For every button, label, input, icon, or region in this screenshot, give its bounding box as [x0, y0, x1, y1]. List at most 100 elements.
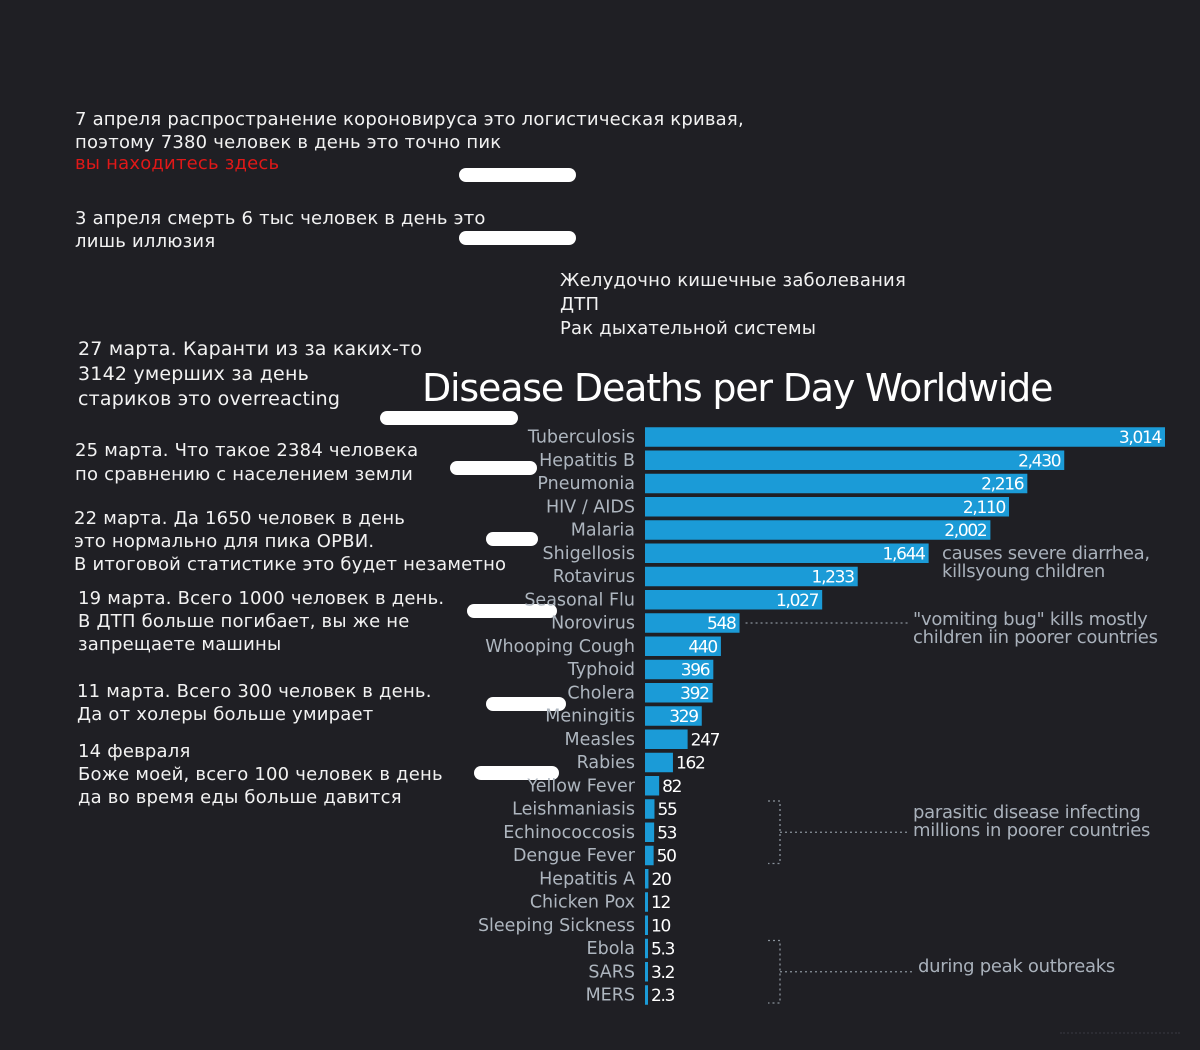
value-label-leishmaniasis: 55	[657, 800, 677, 820]
category-label-seasonal-flu: Seasonal Flu	[524, 590, 635, 610]
value-label-shigellosis: 1,644	[882, 544, 925, 564]
note-march-25: 25 марта. Что такое 2384 человека по сра…	[75, 440, 419, 485]
annotation-text-3: parasitic disease infecting millions in …	[913, 802, 1151, 841]
value-label-norovirus: 548	[707, 614, 736, 634]
value-label-tuberculosis: 3,014	[1119, 428, 1162, 448]
bar-meningitis	[645, 706, 702, 726]
bar-chicken-pox	[645, 892, 648, 912]
category-label-echinococcosis: Echinococcosis	[503, 823, 635, 843]
bar-cholera	[645, 683, 713, 703]
bar-mers	[645, 985, 648, 1005]
note-april-3: 3 апреля смерть 6 тыс человек в день это…	[75, 208, 486, 252]
value-label-yellow-fever: 82	[662, 777, 682, 797]
bar-typhoid	[645, 659, 714, 680]
category-label-hiv-aids: HIV / AIDS	[546, 497, 635, 517]
value-label-pneumonia: 2,216	[981, 475, 1024, 495]
note-march-27: 27 марта. Каранти из за каких-то 3142 ум…	[78, 338, 423, 410]
value-label-rotavirus: 1,233	[812, 568, 855, 588]
note-feb-14: 14 февраля Боже моей, всего 100 человек …	[78, 741, 443, 808]
category-label-tuberculosis: Tuberculosis	[527, 428, 635, 448]
value-label-sars: 3.2	[651, 963, 675, 983]
pointer-dash-6	[467, 604, 557, 618]
note-april-7-line2: поэтому 7380 человек в день это точно пи…	[75, 132, 502, 153]
value-label-mers: 2.3	[651, 986, 675, 1006]
value-label-typhoid: 396	[681, 661, 710, 681]
bar-rotavirus	[645, 566, 858, 587]
category-label-meningitis: Meningitis	[545, 707, 635, 727]
bar-hepatitis-b	[645, 450, 1065, 470]
annotation-bracket-4	[768, 939, 913, 1004]
bar-seasonal-flu	[645, 590, 823, 610]
category-label-norovirus: Norovirus	[551, 614, 635, 634]
value-label-chicken-pox: 12	[651, 893, 671, 913]
bar-echinococcosis	[645, 822, 655, 842]
category-label-chicken-pox: Chicken Pox	[530, 893, 635, 913]
category-label-typhoid: Typhoid	[567, 660, 635, 680]
bar-measles	[645, 729, 688, 749]
bar-sars	[645, 962, 648, 982]
bar-hiv-aids	[645, 497, 1010, 517]
value-label-rabies: 162	[676, 754, 705, 774]
category-label-hepatitis-a: Hepatitis A	[539, 869, 635, 889]
category-label-leishmaniasis: Leishmaniasis	[512, 800, 635, 820]
note-other-causes: Желудочно кишечные заболевания ДТП Рак д…	[560, 270, 906, 339]
value-label-hepatitis-b: 2,430	[1018, 451, 1061, 471]
category-label-shigellosis: Shigellosis	[543, 544, 635, 564]
bar-malaria	[645, 520, 991, 540]
bar-sleeping-sickness	[645, 915, 648, 935]
category-label-cholera: Cholera	[567, 683, 635, 703]
annotation-text-2: "vomiting bug" kills mostly children iin…	[913, 609, 1158, 648]
value-label-seasonal-flu: 1,027	[776, 591, 819, 611]
watermark-line	[1060, 1032, 1180, 1040]
category-label-sleeping-sickness: Sleeping Sickness	[478, 916, 635, 936]
bar-rabies	[645, 752, 673, 773]
note-march-11: 11 марта. Всего 300 человек в день. Да о…	[77, 681, 432, 725]
bar-whooping-cough	[645, 636, 721, 656]
pointer-dash-4	[450, 461, 537, 475]
value-label-malaria: 2,002	[944, 521, 987, 541]
category-label-sars: SARS	[588, 962, 635, 982]
category-label-ebola: Ebola	[587, 939, 635, 959]
note-march-22: 22 марта. Да 1650 человек в день это нор…	[74, 508, 507, 575]
note-march-19: 19 марта. Всего 1000 человек в день. В Д…	[78, 588, 445, 655]
pointer-dash-2	[459, 231, 576, 245]
pointer-dash-3	[380, 411, 518, 425]
bar-dengue-fever	[645, 845, 654, 866]
pointer-dash-5	[486, 532, 538, 546]
value-label-ebola: 5.3	[651, 940, 675, 960]
bar-tuberculosis	[645, 427, 1165, 447]
category-label-pneumonia: Pneumonia	[537, 474, 635, 494]
category-label-rabies: Rabies	[577, 753, 635, 773]
value-label-measles: 247	[691, 730, 720, 750]
pointer-dash-7	[486, 697, 566, 711]
category-label-whooping-cough: Whooping Cough	[485, 637, 635, 657]
pointer-dash-1	[459, 168, 576, 182]
category-label-hepatitis-b: Hepatitis B	[539, 451, 635, 471]
value-label-hepatitis-a: 20	[651, 870, 671, 890]
value-label-dengue-fever: 50	[657, 847, 677, 867]
value-label-whooping-cough: 440	[688, 637, 717, 657]
annotation-bracket-3	[768, 800, 908, 865]
value-label-echinococcosis: 53	[657, 823, 677, 843]
category-label-yellow-fever: Yellow Fever	[526, 776, 635, 796]
chart-title: Disease Deaths per Day Worldwide	[422, 366, 1053, 410]
value-label-hiv-aids: 2,110	[963, 498, 1006, 518]
bar-hepatitis-a	[645, 869, 649, 889]
bar-pneumonia	[645, 473, 1028, 494]
bar-shigellosis	[645, 543, 929, 563]
bar-ebola	[645, 938, 648, 959]
category-label-measles: Measles	[565, 730, 635, 750]
bar-norovirus	[645, 613, 740, 633]
category-label-mers: MERS	[586, 986, 635, 1006]
category-label-rotavirus: Rotavirus	[553, 567, 635, 587]
pointer-dash-8	[474, 766, 559, 780]
category-label-malaria: Malaria	[571, 521, 635, 541]
annotation-text-4: during peak outbreaks	[918, 956, 1115, 977]
annotation-text-1: causes severe diarrhea, killsyoung child…	[942, 543, 1150, 582]
bar-leishmaniasis	[645, 799, 655, 819]
bar-yellow-fever	[645, 776, 660, 796]
value-label-cholera: 392	[680, 684, 709, 704]
note-april-7-line1: 7 апреля распространение короновируса эт…	[75, 109, 744, 130]
note-april-7: 7 апреля распространение короновируса эт…	[75, 108, 744, 175]
